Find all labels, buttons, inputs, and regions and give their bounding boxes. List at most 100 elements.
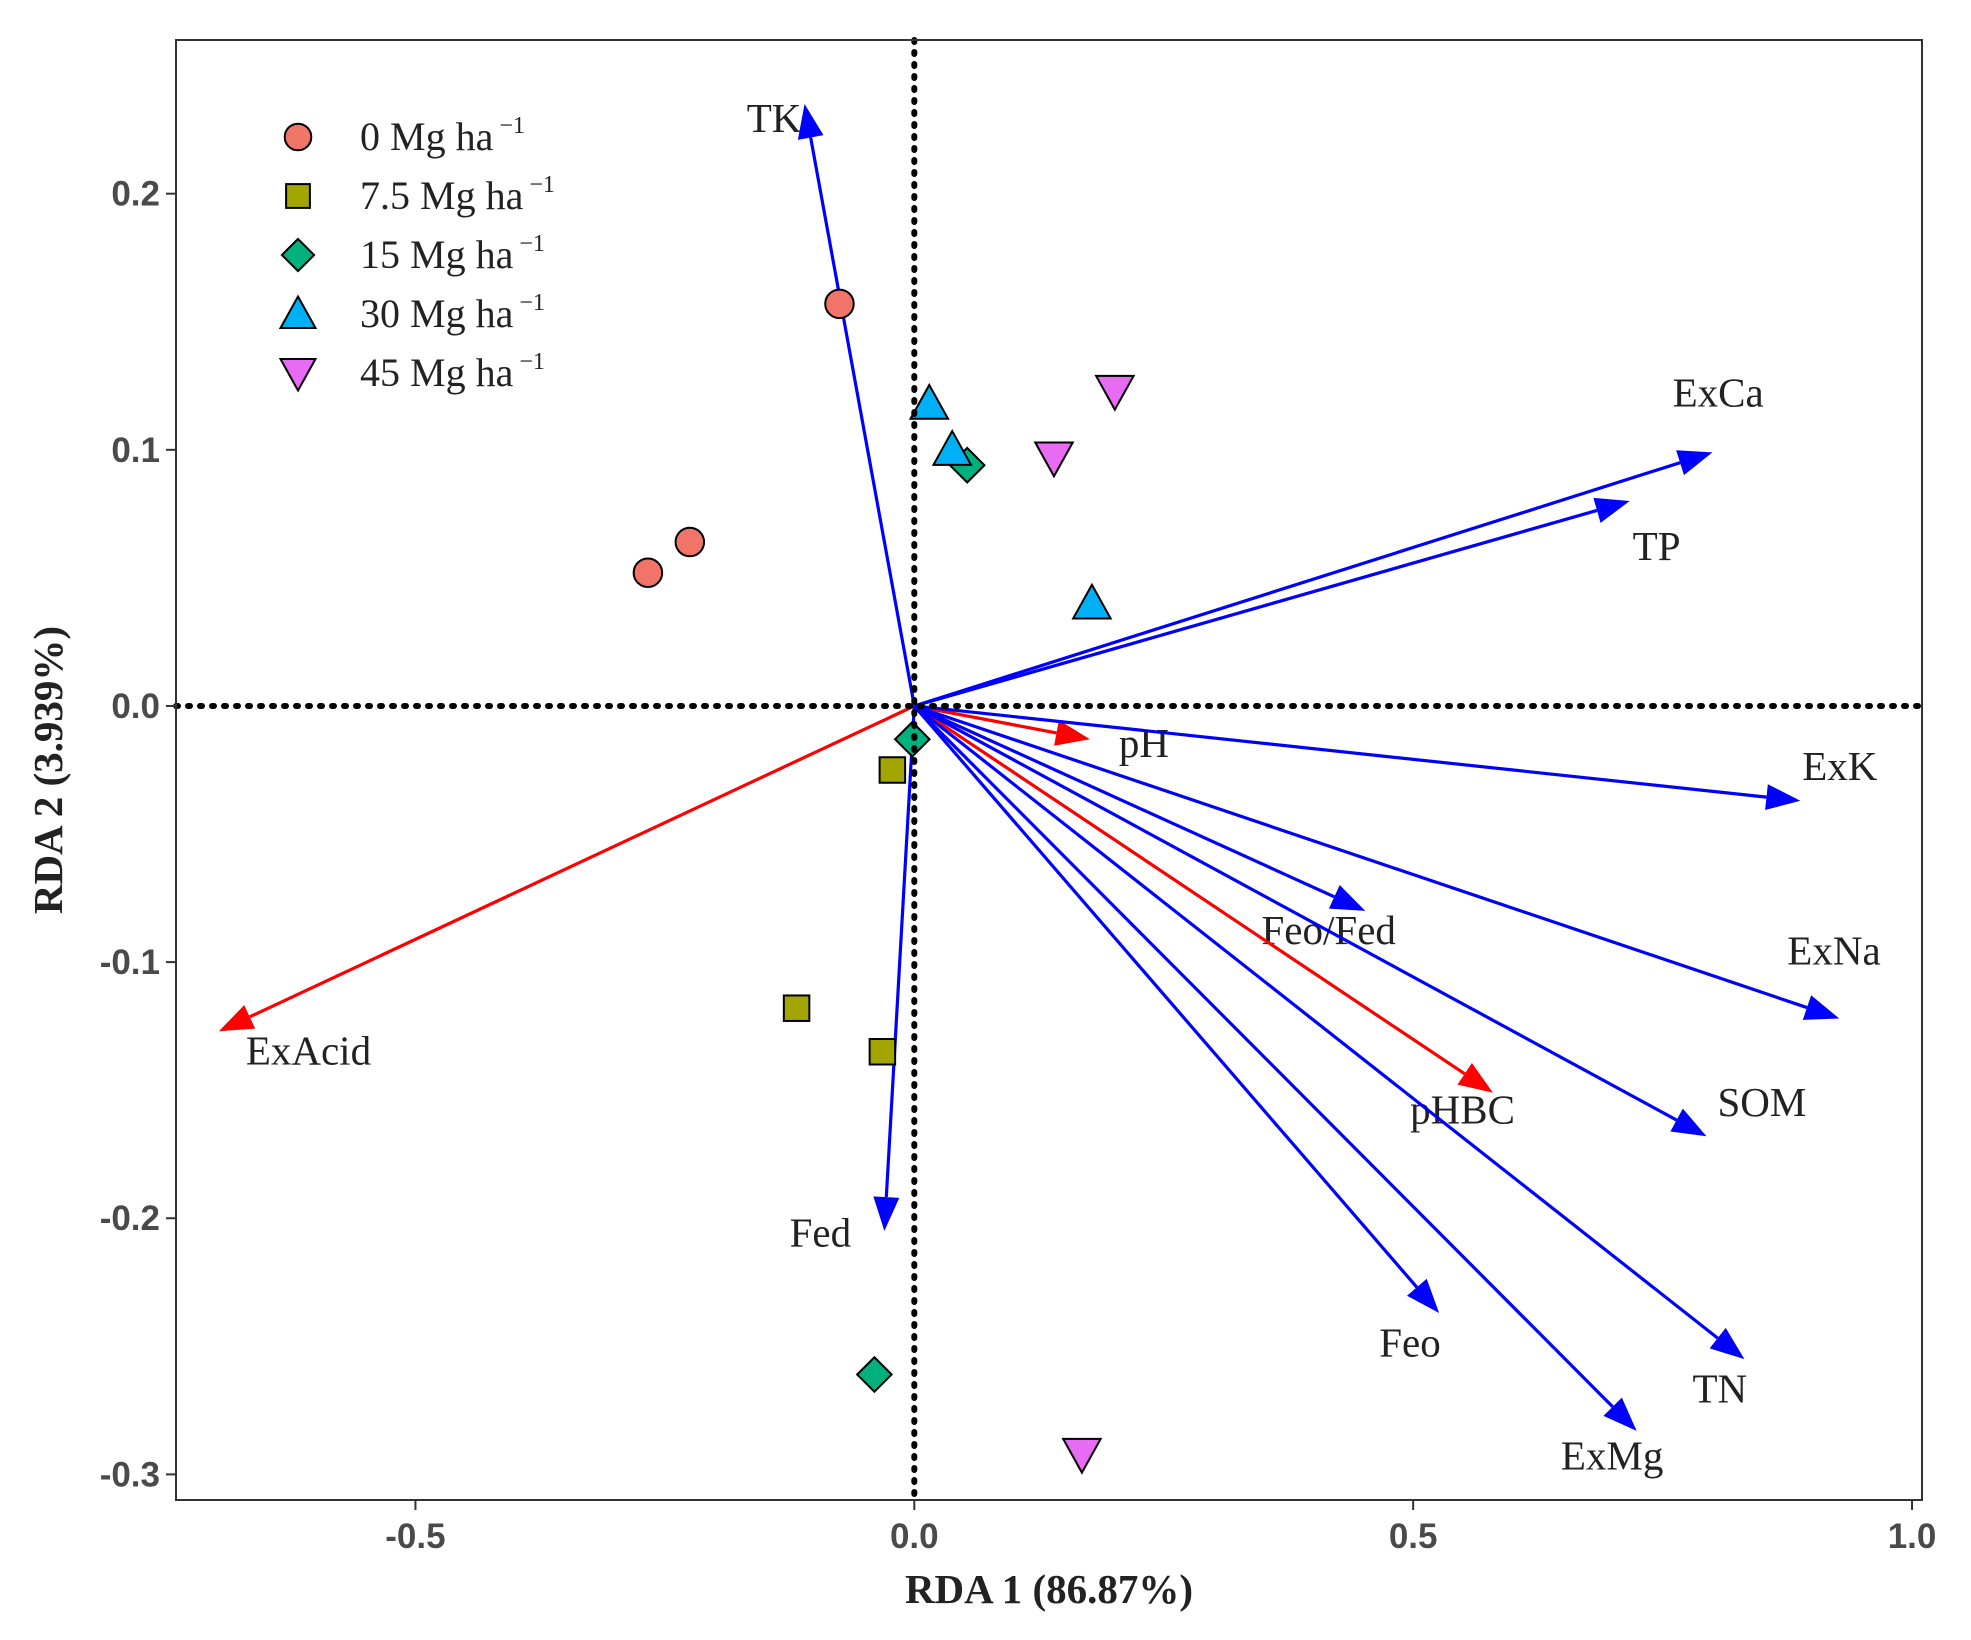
data-point	[674, 526, 706, 558]
x-axis-title: RDA 1 (86.87%)	[905, 1566, 1193, 1612]
arrow-shaft	[884, 705, 916, 1198]
arrow-label: ExMg	[1561, 1432, 1664, 1478]
legend-item: 7.5 Mg ha −1	[285, 172, 555, 218]
arrow-shaft	[913, 461, 1681, 708]
legend-key	[278, 358, 318, 393]
arrow-fed: Fed	[790, 705, 916, 1255]
arrow-exmg: ExMg	[913, 704, 1664, 1478]
arrow-shaft	[809, 137, 916, 707]
arrow-exca: ExCa	[913, 369, 1764, 708]
arrow-label: ExCa	[1673, 369, 1764, 415]
arrow-shaft	[913, 508, 1598, 708]
arrow-label: ExAcid	[246, 1028, 371, 1074]
arrow-shaft	[913, 704, 1719, 1340]
legend-key	[285, 183, 311, 209]
arrow-head	[1670, 1108, 1707, 1137]
arrow-feo: Feo	[913, 704, 1441, 1366]
legend-item: 30 Mg ha −1	[278, 290, 545, 336]
legend-label: 7.5 Mg ha −1	[360, 172, 555, 218]
legend-exponent: −1	[499, 113, 525, 139]
data-point	[632, 557, 664, 589]
arrow-tp: TP	[913, 497, 1681, 708]
arrow-head	[873, 1196, 900, 1232]
series-45-mg-ha	[1033, 374, 1136, 1475]
data-point	[878, 756, 907, 784]
legend: 0 Mg ha −1 7.5 Mg ha −1 15 Mg ha −1 30 Mg ha −1…	[278, 113, 555, 395]
arrow-head	[1802, 995, 1840, 1020]
data-point	[1094, 374, 1136, 412]
y-tick-label: 0.2	[111, 175, 160, 214]
y-tick-label: 0.0	[111, 687, 160, 726]
data-point	[908, 382, 950, 420]
legend-exponent: −1	[529, 172, 555, 198]
legend-label: 45 Mg ha −1	[360, 349, 545, 395]
arrow-tn: TN	[913, 704, 1747, 1412]
arrow-head	[1328, 884, 1366, 911]
data-point	[868, 1038, 897, 1066]
arrow-som: SOM	[913, 704, 1806, 1137]
arrow-label: Feo	[1379, 1320, 1441, 1366]
arrow-head	[1593, 497, 1630, 523]
legend-item: 45 Mg ha −1	[278, 349, 545, 395]
y-tick-label: -0.2	[100, 1199, 160, 1238]
arrow-exk: ExK	[914, 704, 1878, 811]
legend-exponent: −1	[519, 349, 545, 375]
data-point	[1071, 582, 1113, 620]
arrow-head	[218, 1005, 256, 1032]
arrow-phbc: pHBC	[913, 704, 1515, 1132]
arrow-label: ExK	[1802, 743, 1878, 789]
data-point	[824, 288, 855, 320]
series-15-mg-ha	[855, 446, 986, 1394]
x-tick-label: 0.5	[1389, 1517, 1438, 1556]
arrow-shaft	[913, 704, 1466, 1076]
y-tick-label: -0.3	[100, 1455, 160, 1494]
arrow-label: Fed	[790, 1209, 852, 1255]
arrow-shaft	[913, 704, 1678, 1122]
arrow-head	[1407, 1278, 1440, 1314]
y-tick-label: -0.1	[100, 943, 160, 982]
legend-exponent: −1	[519, 231, 545, 257]
legend-label: 0 Mg ha −1	[360, 113, 525, 159]
arrow-label: ExNa	[1787, 928, 1880, 974]
series-30-mg-ha	[908, 382, 1113, 620]
arrow-label: SOM	[1717, 1079, 1806, 1125]
arrow-layer: TKExCaTPpHExKFeo/FedExNaExAcidpHBCSOMFed…	[218, 95, 1881, 1478]
arrow-shaft	[913, 704, 1335, 899]
arrow-head	[1603, 1397, 1637, 1431]
data-point	[1033, 441, 1075, 479]
legend-exponent: −1	[519, 290, 545, 316]
arrow-head	[1765, 784, 1801, 811]
arrow-head	[797, 104, 824, 140]
x-tick-label: 1.0	[1888, 1517, 1937, 1556]
series-0-mg-ha	[632, 288, 855, 589]
legend-key	[283, 122, 313, 152]
data-point	[1061, 1437, 1103, 1475]
arrow-exacid: ExAcid	[218, 704, 915, 1074]
plot-panel-border	[175, 39, 1923, 1501]
data-point	[855, 1355, 894, 1394]
legend-key	[278, 294, 318, 329]
y-axis-title: RDA 2 (3.939%)	[25, 626, 71, 914]
arrow-head	[1676, 450, 1713, 476]
x-tick-label: -0.5	[385, 1517, 445, 1556]
legend-item: 15 Mg ha −1	[280, 231, 545, 277]
arrow-shaft	[249, 704, 915, 1019]
axes: -0.5 0.0 0.5 1.0 -0.3 -0.2 -0.1 0.0 0.1 0.2	[100, 37, 1937, 1556]
arrow-shaft	[913, 704, 1419, 1289]
x-tick-label: 0.0	[890, 1517, 939, 1556]
arrow-head	[1054, 720, 1090, 746]
arrow-shaft	[914, 704, 1767, 799]
data-point	[931, 429, 973, 466]
series-7-5-mg-ha	[782, 756, 907, 1066]
point-layer	[632, 288, 1136, 1475]
data-point	[782, 994, 811, 1022]
arrow-label: TK	[747, 95, 802, 141]
arrow-shaft	[913, 704, 1808, 1010]
arrow-shaft	[914, 704, 1057, 735]
arrow-head	[1709, 1327, 1745, 1360]
y-tick-label: 0.1	[111, 431, 160, 470]
arrow-shaft	[913, 704, 1614, 1408]
legend-item: 0 Mg ha −1	[283, 113, 525, 159]
arrow-exna: ExNa	[913, 704, 1881, 1020]
